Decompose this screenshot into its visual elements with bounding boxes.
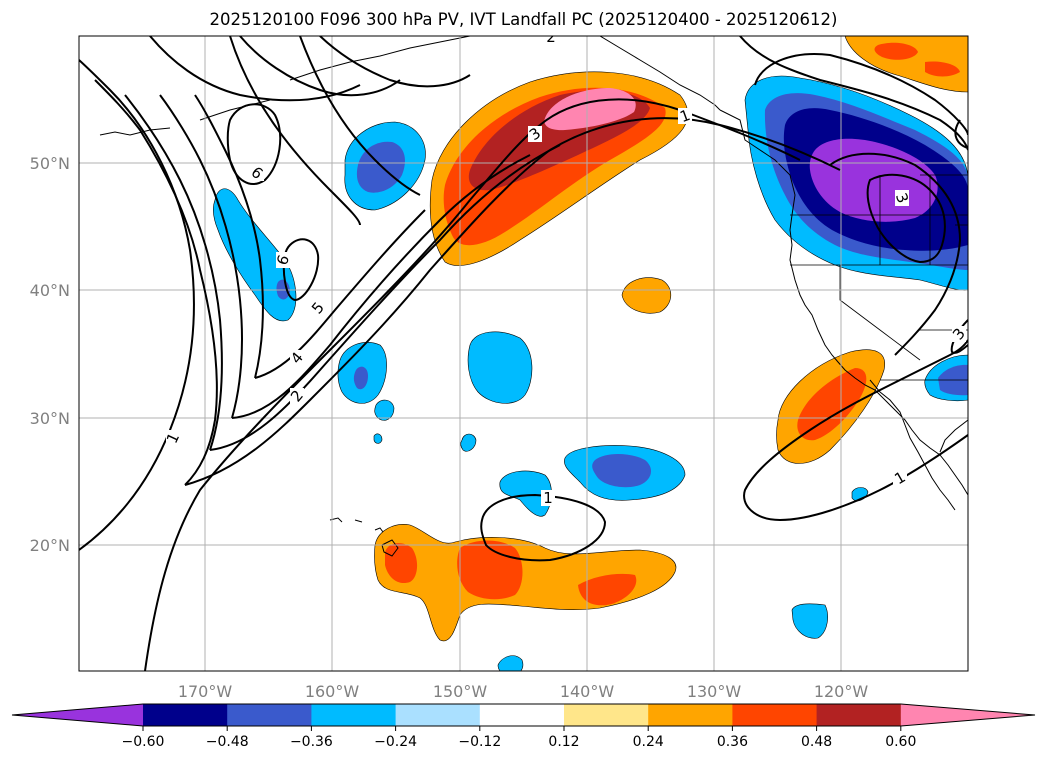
- lat-label-50n: 50°N: [30, 154, 70, 173]
- pv-contour-2b: [184, 117, 841, 486]
- pv-contour-4: [124, 94, 223, 451]
- hawaii-islands: [329, 517, 399, 557]
- colorbar-segment: [479, 704, 565, 726]
- colorbar-tick-label: 0.36: [717, 734, 748, 750]
- colorbar-segment: [395, 704, 481, 726]
- lat-label-20n: 20°N: [30, 536, 70, 555]
- positive-anomaly-hawaii-36: [385, 540, 637, 606]
- negative-anomaly-small-2: [373, 399, 395, 444]
- contour-label: 2: [546, 28, 556, 46]
- colorbar-tick-label: −0.24: [374, 734, 417, 750]
- pv-contour-4b: [209, 144, 561, 451]
- pv-contours: [79, 36, 968, 671]
- positive-anomaly-northeast-36: [874, 42, 960, 77]
- negative-anomaly-mid: [467, 331, 533, 404]
- pv-contour-5b: [231, 154, 531, 419]
- colorbar-tick-label: 0.12: [548, 734, 579, 750]
- pv-contour-top-5: [299, 36, 421, 196]
- pv-contour-ne-big: [829, 152, 962, 356]
- positive-anomaly-california-36: [797, 368, 867, 441]
- negative-anomaly-small-3: [460, 433, 477, 452]
- pv-contour-1: [79, 59, 195, 551]
- pv-contour-top-3: [319, 36, 471, 88]
- negative-anomaly-small-1-36: [353, 366, 368, 390]
- colorbar-tick-label: 0.48: [801, 734, 832, 750]
- positive-anomaly-central-small: [621, 277, 672, 314]
- pv-contour-central-1: [480, 493, 607, 562]
- positive-anomaly-hawaii: [374, 524, 677, 642]
- contour-labels: 2 6 6 5 4 2 1 3 3 1 1 1 3: [163, 28, 968, 507]
- pv-contour-ne-big2: [866, 173, 946, 264]
- lon-label-120w: 120°W: [814, 682, 869, 701]
- colorbar-tick-label: 0.24: [633, 734, 664, 750]
- pv-contour-2: [94, 79, 218, 486]
- colorbar-tick-label: −0.60: [122, 734, 165, 750]
- colorbar-segment: [732, 704, 818, 726]
- coastline-baja: [869, 379, 968, 511]
- pv-contour-ne-2: [754, 53, 968, 136]
- colorbar-tick-label: −0.48: [206, 734, 249, 750]
- pv-contour-1b: [144, 98, 801, 671]
- contour-label: 1: [543, 489, 553, 507]
- pv-contour-5: [159, 94, 244, 419]
- negative-anomaly-south-central-36: [592, 454, 652, 488]
- map-title: 2025120100 F096 300 hPa PV, IVT Landfall…: [209, 10, 838, 29]
- map-frame: [78, 35, 969, 672]
- colorbar: −0.60 −0.48 −0.36 −0.24 −0.12 0.12 0.24 0.36 0.4…: [11, 703, 1036, 750]
- lon-label-140w: 140°W: [560, 682, 615, 701]
- colorbar-segment: [648, 704, 733, 726]
- colorbar-segment: [143, 704, 228, 726]
- negative-anomaly-165w: [213, 188, 297, 322]
- colorbar-tick-label: 0.60: [885, 734, 916, 750]
- colorbar-segment: [816, 704, 902, 726]
- pv-contour-top-2: [239, 36, 401, 97]
- map-area: 2 6 6 5 4 2 1 3 3 1 1 1 3: [79, 28, 968, 671]
- negative-anomaly-south: [791, 603, 828, 639]
- colorbar-tick-label: −0.12: [458, 734, 501, 750]
- colorbar-segment: [564, 704, 649, 726]
- lon-label-170w: 170°W: [178, 682, 233, 701]
- pv-contour-california-1: [743, 339, 968, 522]
- colorbar-extend-low: [12, 704, 143, 726]
- coastline-north-america: [719, 109, 968, 496]
- colorbar-segment: [227, 704, 312, 726]
- pv-contour-inner-loop: [282, 238, 320, 302]
- state-borders: [790, 174, 968, 381]
- colorbar-tick-label: −0.36: [290, 734, 333, 750]
- lon-label-130w: 130°W: [687, 682, 742, 701]
- pv-contour-top-1: [149, 36, 361, 102]
- longitude-labels: 170°W 160°W 150°W 140°W 130°W 120°W: [178, 682, 869, 701]
- aleutian-islands: [99, 99, 271, 136]
- lon-label-150w: 150°W: [433, 682, 488, 701]
- pv-contour-6b: [254, 209, 426, 379]
- map-gridlines: [79, 36, 968, 671]
- latitude-labels: 50°N 40°N 30°N 20°N: [30, 154, 70, 555]
- coastline-alaska: [289, 36, 721, 111]
- colorbar-extend-high: [900, 704, 1035, 726]
- pv-contour-ne-3: [954, 119, 968, 149]
- colorbar-segment: [311, 704, 397, 726]
- lat-label-30n: 30°N: [30, 409, 70, 428]
- lat-label-40n: 40°N: [30, 281, 70, 300]
- lon-label-160w: 160°W: [305, 682, 360, 701]
- pv-contour-top-4: [229, 36, 361, 226]
- pv-contour-6: [194, 94, 264, 379]
